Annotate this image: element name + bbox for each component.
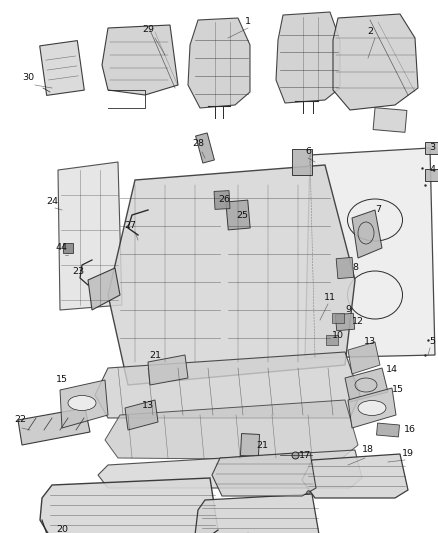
Polygon shape: [214, 191, 230, 209]
Polygon shape: [226, 200, 250, 230]
Polygon shape: [40, 478, 218, 533]
Text: 4: 4: [429, 166, 435, 174]
Text: 16: 16: [404, 425, 416, 434]
Text: 22: 22: [14, 416, 26, 424]
Polygon shape: [102, 25, 178, 95]
Polygon shape: [377, 423, 399, 437]
Text: 10: 10: [332, 330, 344, 340]
Polygon shape: [352, 210, 382, 258]
Text: 30: 30: [22, 74, 34, 83]
Text: 28: 28: [192, 140, 204, 149]
Text: 13: 13: [142, 400, 154, 409]
Polygon shape: [95, 352, 360, 418]
Text: 21: 21: [149, 351, 161, 359]
Polygon shape: [60, 380, 108, 428]
Text: 15: 15: [56, 376, 68, 384]
Text: 3: 3: [429, 143, 435, 152]
Text: 11: 11: [324, 294, 336, 303]
Polygon shape: [348, 342, 380, 374]
Polygon shape: [240, 433, 260, 456]
Polygon shape: [18, 408, 90, 445]
Polygon shape: [302, 454, 408, 498]
Text: 7: 7: [375, 206, 381, 214]
Polygon shape: [332, 313, 344, 323]
Text: 1: 1: [245, 18, 251, 27]
Polygon shape: [188, 18, 250, 108]
Polygon shape: [108, 165, 355, 385]
Polygon shape: [326, 335, 338, 345]
Text: 29: 29: [142, 26, 154, 35]
Text: 24: 24: [46, 198, 58, 206]
Polygon shape: [336, 257, 354, 279]
Text: 2: 2: [367, 28, 373, 36]
Polygon shape: [292, 149, 312, 175]
Text: 5: 5: [429, 337, 435, 346]
Text: 19: 19: [402, 449, 414, 458]
Polygon shape: [88, 268, 120, 310]
Polygon shape: [98, 450, 362, 488]
Text: 6: 6: [305, 148, 311, 157]
Text: 15: 15: [392, 385, 404, 394]
Text: 8: 8: [352, 263, 358, 272]
Text: 12: 12: [352, 318, 364, 327]
Ellipse shape: [68, 395, 96, 410]
Polygon shape: [425, 169, 438, 181]
Text: 44: 44: [56, 244, 68, 253]
Polygon shape: [336, 313, 355, 331]
Polygon shape: [276, 12, 340, 103]
Polygon shape: [196, 133, 215, 163]
Polygon shape: [373, 108, 407, 132]
Text: 17: 17: [299, 450, 311, 459]
Text: 18: 18: [362, 446, 374, 455]
Polygon shape: [58, 162, 122, 310]
Text: 25: 25: [236, 211, 248, 220]
Text: 9: 9: [345, 305, 351, 314]
Polygon shape: [425, 142, 438, 154]
Text: 26: 26: [218, 196, 230, 205]
Polygon shape: [212, 452, 316, 496]
Polygon shape: [125, 400, 158, 430]
Polygon shape: [345, 368, 388, 402]
Text: 13: 13: [364, 337, 376, 346]
Text: 23: 23: [72, 268, 84, 277]
Ellipse shape: [358, 400, 386, 416]
Polygon shape: [333, 14, 418, 110]
Polygon shape: [348, 388, 396, 428]
Polygon shape: [105, 400, 358, 460]
Polygon shape: [148, 355, 188, 385]
Polygon shape: [63, 243, 73, 253]
Polygon shape: [195, 494, 320, 533]
Polygon shape: [305, 148, 435, 358]
Text: 27: 27: [124, 221, 136, 230]
Text: 14: 14: [386, 366, 398, 375]
Text: 21: 21: [256, 440, 268, 449]
Polygon shape: [40, 41, 84, 95]
Text: 20: 20: [56, 526, 68, 533]
